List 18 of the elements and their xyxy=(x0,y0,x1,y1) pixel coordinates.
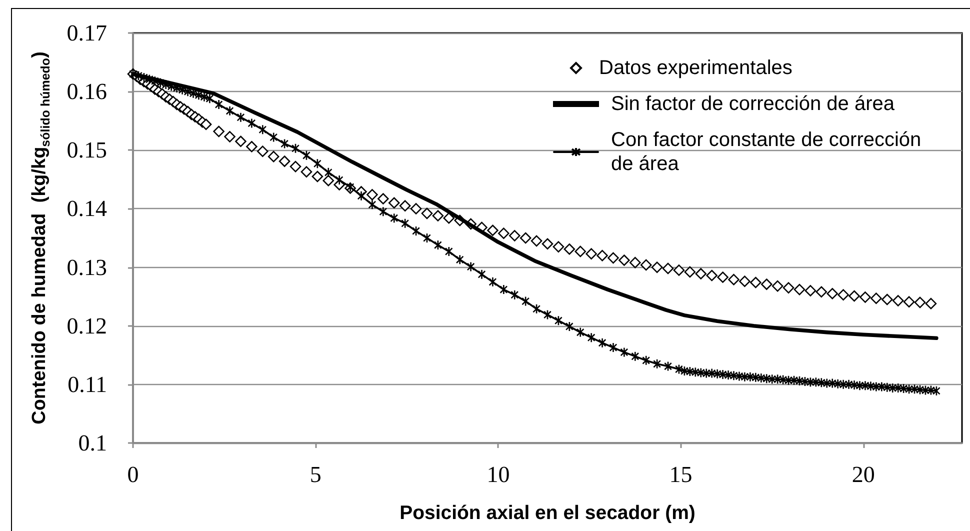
legend-label: Sin factor de corrección de área xyxy=(611,93,896,115)
x-tick-label: 0 xyxy=(127,462,139,487)
y-tick-label: 0.12 xyxy=(66,313,107,338)
x-axis-title: Posición axial en el secador (m) xyxy=(400,502,696,524)
y-tick-label: 0.14 xyxy=(66,196,108,222)
x-tick-label: 15 xyxy=(669,462,692,487)
y-tick-label: 0.15 xyxy=(66,138,107,163)
y-tick-label: 0.13 xyxy=(66,254,107,280)
y-tick-label: 0.16 xyxy=(66,79,107,104)
x-tick-label: 20 xyxy=(852,462,875,487)
y-tick-label: 0.11 xyxy=(68,372,107,397)
x-tick-label: 10 xyxy=(486,462,510,487)
x-tick-label: 5 xyxy=(310,462,322,487)
y-tick-label: 0.17 xyxy=(66,20,107,46)
y-tick-label: 0.1 xyxy=(78,430,107,456)
legend-label: Con factor constante de corrección de área xyxy=(611,129,927,175)
y-axis-title: Contenido de humedad (kg/kgsólido húmedo) xyxy=(29,52,52,424)
legend-label: Datos experimentales xyxy=(599,57,792,79)
